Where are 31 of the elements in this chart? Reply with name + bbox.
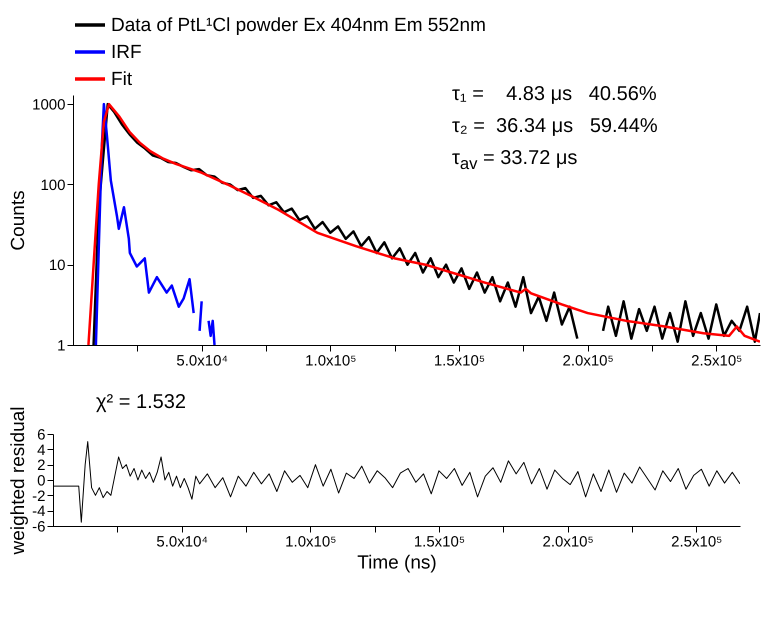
x-tick-label: 2.5x10⁵ (691, 352, 742, 370)
legend-label: Fit (111, 69, 133, 90)
x-tick-label: 1.5x10⁵ (414, 534, 466, 550)
x-tick-label: 2.5x10⁵ (671, 534, 722, 550)
y-tick-label: -2 (32, 488, 46, 505)
legend-label: IRF (111, 42, 142, 63)
annotation: τ$_{av}$ = 33.72 μs (452, 146, 578, 175)
annotation: τ₂ = 36.34 μs 59.44% (452, 114, 658, 139)
y-tick-label: 2 (37, 457, 46, 474)
x-tick-label: 1.5x10⁵ (434, 352, 486, 370)
text: χ² = 1.532 (96, 390, 186, 415)
x-axis-title: Time (ns) (357, 552, 437, 574)
y-tick-label: 1000 (32, 96, 66, 114)
x-tick-label: 2.0x10⁵ (562, 352, 614, 370)
y-tick-label: 4 (37, 442, 46, 459)
x-tick-label: 5.0x10⁴ (156, 534, 208, 550)
y-tick-label: 100 (40, 176, 66, 194)
y-tick-label: -4 (32, 503, 46, 520)
y-tick-label: 0 (37, 472, 46, 490)
x-tick-label: 1.0x10⁵ (285, 534, 336, 550)
y-tick-label: 6 (37, 426, 46, 444)
x-tick-label: 1.0x10⁵ (305, 352, 356, 370)
x-tick-label: 5.0x10⁴ (176, 352, 228, 370)
y-tick-label: 10 (48, 257, 66, 274)
y-tick-label: -6 (32, 518, 46, 536)
annotation: τ₁ = 4.83 μs 40.56% (452, 82, 657, 107)
y-axis-title: weighted residual (8, 406, 30, 556)
legend-label: Data of PtL¹Cl powder Ex 404nm Em 552nm (111, 15, 486, 36)
y-tick-label: 1 (57, 338, 66, 354)
y-axis-title: Counts (8, 190, 30, 251)
x-tick-label: 2.0x10⁵ (542, 534, 594, 550)
